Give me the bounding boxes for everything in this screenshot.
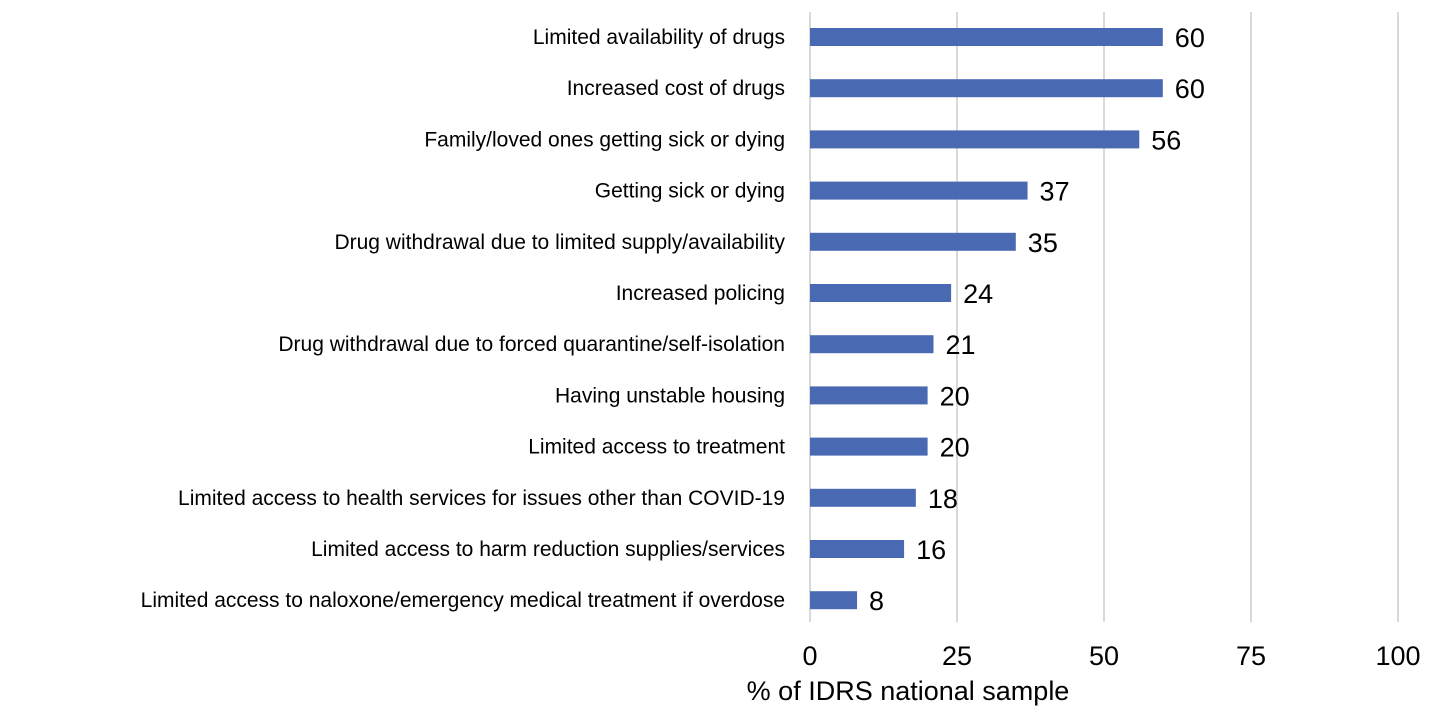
bar [810, 335, 934, 354]
category-label: Increased cost of drugs [567, 77, 785, 100]
category-label: Increased policing [616, 282, 785, 305]
bar [810, 232, 1016, 251]
data-label: 24 [963, 279, 993, 309]
x-tick-label: 100 [1375, 641, 1420, 671]
bar [810, 181, 1028, 200]
bars [810, 28, 1163, 610]
category-label: Drug withdrawal due to limited supply/av… [334, 231, 785, 254]
bar [810, 28, 1163, 46]
x-axis-title: % of IDRS national sample [747, 676, 1070, 706]
category-label: Having unstable housing [555, 384, 785, 407]
data-label: 37 [1040, 177, 1070, 207]
bar [810, 386, 928, 405]
gridlines [809, 12, 1399, 622]
data-label: 21 [945, 330, 975, 360]
data-label: 60 [1175, 74, 1205, 104]
data-label: 20 [940, 381, 970, 411]
category-label: Drug withdrawal due to forced quarantine… [278, 333, 785, 356]
bar [810, 284, 952, 302]
data-label: 56 [1151, 125, 1181, 155]
data-label: 18 [928, 484, 958, 514]
data-label: 8 [869, 586, 884, 616]
category-label: Family/loved ones getting sick or dying [424, 128, 785, 151]
x-tick-label: 50 [1089, 641, 1119, 671]
category-label: Limited access to harm reduction supplie… [311, 538, 785, 561]
category-label: Limited access to health services for is… [178, 487, 785, 510]
data-label: 35 [1028, 228, 1058, 258]
category-label: Limited access to treatment [528, 436, 785, 459]
bar [810, 79, 1163, 98]
x-tick-label: 25 [942, 641, 972, 671]
bar [810, 488, 916, 507]
category-labels: Limited availability of drugs Increased c… [141, 26, 786, 612]
category-label: Limited availability of drugs [533, 26, 785, 49]
data-labels: 60 60 56 37 35 24 21 20 20 18 16 8 [869, 23, 1205, 616]
category-label: Limited access to naloxone/emergency med… [141, 589, 785, 612]
data-label: 16 [916, 535, 946, 565]
bar [810, 591, 858, 610]
bar [810, 437, 928, 456]
data-label: 60 [1175, 23, 1205, 53]
bar [810, 540, 905, 558]
x-tick-labels: 0 25 50 75 100 [802, 641, 1420, 671]
x-tick-label: 0 [802, 641, 817, 671]
bar [810, 130, 1140, 149]
x-tick-label: 75 [1236, 641, 1266, 671]
category-label: Getting sick or dying [595, 180, 785, 203]
data-label: 20 [940, 433, 970, 463]
